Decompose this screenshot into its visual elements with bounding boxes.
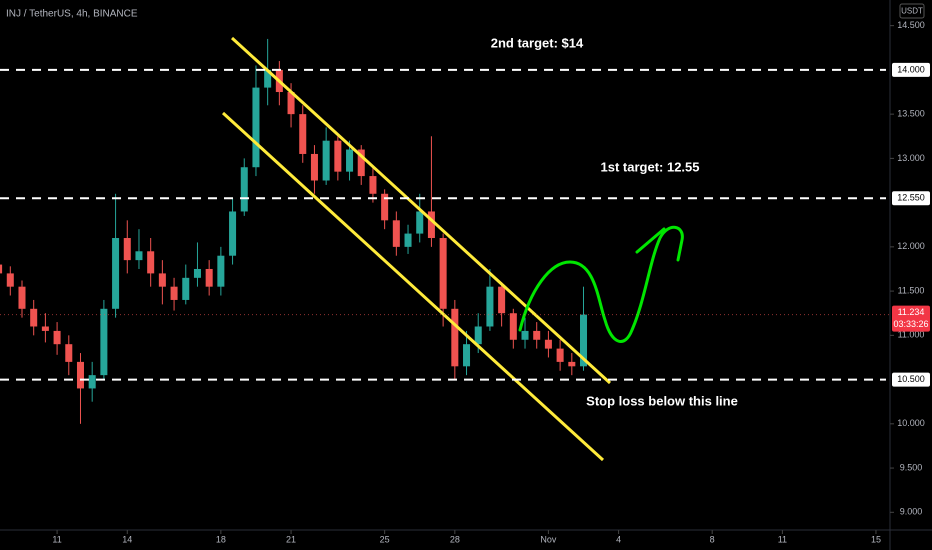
candle-body bbox=[310, 153, 318, 181]
countdown-label: 03:33:26 bbox=[893, 319, 928, 329]
annotation: 1st target: 12.55 bbox=[601, 159, 700, 174]
level-label: 10.500 bbox=[897, 374, 925, 384]
candle-body bbox=[217, 255, 225, 287]
x-tick-label: 4 bbox=[616, 534, 621, 544]
candle-body bbox=[498, 286, 506, 314]
candle-body bbox=[182, 277, 190, 300]
last-price-box bbox=[892, 305, 930, 332]
candle-body bbox=[41, 326, 49, 331]
candle-body bbox=[392, 220, 400, 247]
candle-body bbox=[0, 264, 3, 274]
candle-body bbox=[357, 149, 365, 177]
candle-body bbox=[193, 268, 201, 278]
level-label-box bbox=[892, 372, 930, 387]
candle-body bbox=[205, 268, 213, 287]
candle-body bbox=[299, 114, 307, 154]
candle-body bbox=[264, 69, 272, 88]
x-tick-label: 21 bbox=[286, 534, 296, 544]
candle-body bbox=[135, 251, 143, 261]
y-tick-label: 12.000 bbox=[897, 241, 925, 251]
level-label: 12.550 bbox=[897, 193, 925, 203]
candle-body bbox=[521, 330, 529, 340]
candle-body bbox=[568, 361, 576, 367]
candle-body bbox=[544, 339, 552, 349]
candle-body bbox=[76, 361, 84, 389]
candle-body bbox=[486, 286, 494, 327]
candle-body bbox=[451, 308, 459, 367]
candle-body bbox=[170, 286, 178, 300]
candle-body bbox=[322, 140, 330, 181]
candle-body bbox=[252, 87, 260, 168]
candle-body bbox=[30, 308, 38, 327]
x-tick-label: 11 bbox=[52, 534, 61, 544]
y-tick-label: 9.000 bbox=[900, 507, 923, 517]
annotation: 2nd target: $14 bbox=[491, 35, 584, 50]
candle-body bbox=[556, 348, 564, 362]
candle-body bbox=[474, 326, 482, 345]
candle-body bbox=[240, 167, 248, 212]
y-tick-label: 11.500 bbox=[898, 285, 925, 295]
candle-body bbox=[6, 273, 14, 287]
candle-body bbox=[100, 308, 108, 376]
candle-body bbox=[53, 330, 61, 345]
symbol-title: INJ / TetherUS, 4h, BINANCE bbox=[6, 9, 138, 20]
candle-body bbox=[287, 92, 295, 115]
last-price-label: 11.234 bbox=[898, 307, 925, 317]
candle-body bbox=[65, 344, 73, 362]
x-tick-label: 11 bbox=[778, 534, 787, 544]
x-tick-label: 18 bbox=[216, 534, 226, 544]
x-tick-label: Nov bbox=[540, 534, 557, 544]
candle-body bbox=[334, 140, 342, 172]
level-label: 14.000 bbox=[897, 64, 925, 74]
y-tick-label: 13.500 bbox=[897, 109, 925, 119]
candle-body bbox=[427, 211, 435, 239]
candle-body bbox=[463, 344, 471, 367]
plot-area bbox=[0, 38, 588, 424]
y-tick-label: 11.000 bbox=[898, 330, 925, 340]
channel-upper bbox=[230, 36, 612, 385]
x-tick-label: 15 bbox=[871, 534, 881, 544]
candle-body bbox=[404, 233, 412, 247]
candle-body bbox=[533, 330, 541, 340]
channel-lower bbox=[221, 111, 605, 462]
currency-badge bbox=[899, 3, 925, 19]
level-label-box bbox=[892, 191, 930, 206]
candle-body bbox=[509, 313, 517, 340]
x-tick-label: 28 bbox=[450, 534, 460, 544]
currency-label: USDT bbox=[901, 7, 923, 16]
y-tick-label: 10.000 bbox=[897, 418, 925, 428]
x-tick-label: 14 bbox=[122, 534, 132, 544]
candle-body bbox=[439, 238, 447, 309]
level-label-box bbox=[892, 62, 930, 77]
y-tick-label: 9.500 bbox=[900, 462, 923, 472]
annotation: Stop loss below this line bbox=[586, 393, 738, 408]
candle-body bbox=[18, 286, 26, 309]
projection-curve bbox=[518, 225, 684, 343]
y-tick-label: 14.500 bbox=[897, 20, 925, 30]
candle-body bbox=[112, 238, 120, 309]
candle-body bbox=[147, 251, 155, 274]
candle-body bbox=[346, 149, 354, 172]
candle-body bbox=[369, 176, 377, 194]
x-tick-label: 25 bbox=[380, 534, 390, 544]
candle-body bbox=[381, 193, 389, 221]
y-tick-label: 13.000 bbox=[897, 153, 925, 163]
candle-body bbox=[579, 314, 588, 367]
candle-body bbox=[158, 273, 166, 287]
candle-body bbox=[416, 211, 424, 234]
candle-body bbox=[229, 211, 237, 256]
x-tick-label: 8 bbox=[710, 534, 715, 544]
candle-body bbox=[123, 238, 131, 261]
candle-body bbox=[88, 375, 96, 389]
